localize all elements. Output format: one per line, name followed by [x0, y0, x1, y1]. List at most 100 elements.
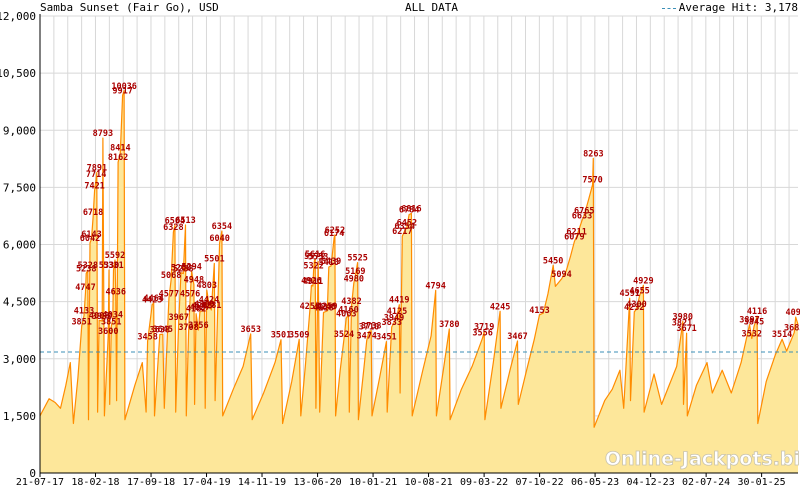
peak-label: 5330 — [99, 261, 119, 271]
peak-label: 5094 — [551, 270, 571, 280]
chart-title: Samba Sunset (Fair Go), USD — [40, 1, 219, 14]
peak-label: 4636 — [106, 287, 126, 297]
y-tick-label: 6,000 — [3, 239, 36, 252]
peak-label: 5501 — [204, 255, 224, 265]
peak-label: 5322 — [303, 261, 323, 271]
peak-label: 3514 — [772, 330, 792, 340]
peak-label: 5525 — [347, 254, 367, 264]
peak-label: 4227 — [190, 303, 210, 313]
peak-label: 4300 — [626, 300, 646, 310]
peak-label: 3474 — [356, 332, 376, 342]
peak-label: 4423 — [142, 296, 162, 306]
peak-label: 4980 — [344, 274, 364, 284]
peak-label: 7714 — [86, 170, 106, 180]
peak-label: 3710 — [359, 323, 379, 333]
peak-label: 3458 — [137, 332, 157, 342]
peak-label: 5294 — [181, 262, 201, 272]
peak-label: 3671 — [676, 324, 696, 334]
peak-label: 6040 — [209, 234, 229, 244]
peak-label: 6513 — [175, 216, 195, 226]
average-legend-dash — [661, 7, 676, 9]
peak-label: 3851 — [71, 317, 91, 327]
peak-label: 3532 — [742, 329, 762, 339]
peak-label: 3600 — [98, 327, 118, 337]
peak-label: 4153 — [529, 306, 549, 316]
x-tick-label: 30-01-25 — [738, 477, 786, 488]
peak-label: 3990 — [92, 312, 112, 322]
peak-label: 5331 — [103, 261, 123, 271]
peak-label: 6633 — [572, 211, 592, 221]
peak-label: 6784 — [399, 206, 419, 216]
peak-label: 4794 — [425, 281, 445, 291]
peak-label: 3556 — [472, 329, 492, 339]
x-tick-label: 14-11-19 — [238, 477, 286, 488]
x-tick-label: 07-10-22 — [516, 477, 564, 488]
y-tick-label: 7,500 — [3, 181, 36, 194]
peak-label: 4591 — [619, 289, 639, 299]
x-tick-label: 13-06-20 — [293, 477, 341, 488]
peak-label: 4240 — [316, 303, 336, 313]
peak-label: 8162 — [108, 153, 128, 163]
peak-label: 6143 — [81, 230, 101, 240]
peak-label: 3467 — [507, 332, 527, 342]
peak-label: 6217 — [392, 227, 412, 237]
chart-subtitle: ALL DATA — [405, 1, 458, 14]
peak-labels: 3851413347475238532860426143671874217714… — [71, 82, 800, 343]
peak-label: 7570 — [582, 176, 602, 186]
x-tick-label: 09-03-22 — [460, 477, 508, 488]
average-legend: Average Hit: 3,178 — [661, 1, 798, 14]
series-line — [39, 90, 799, 428]
peak-label: 4160 — [338, 306, 358, 316]
peak-label: 4281 — [201, 301, 221, 311]
peak-label: 3780 — [439, 320, 459, 330]
peak-label: 3645 — [153, 325, 173, 335]
peak-label: 4803 — [197, 281, 217, 291]
peak-label: 5592 — [105, 251, 125, 261]
peak-label: 3980 — [673, 312, 693, 322]
x-tick-label: 17-04-19 — [182, 477, 230, 488]
peak-label: 3708 — [178, 323, 198, 333]
peak-label: 4034 — [103, 310, 123, 320]
peak-label: 6174 — [324, 229, 344, 239]
peak-label: 4576 — [180, 290, 200, 300]
peak-label: 8263 — [583, 149, 603, 159]
peak-label: 5616 — [305, 250, 325, 260]
peak-label: 3897 — [739, 316, 759, 326]
series-area — [39, 90, 799, 474]
peak-label: 4232 — [624, 303, 644, 313]
peak-label: 4300 — [194, 300, 214, 310]
x-tick-label: 21-07-17 — [16, 477, 64, 488]
peak-label: 4245 — [490, 302, 510, 312]
peak-label: 5553 — [308, 253, 328, 263]
peak-label: 3685 — [784, 324, 800, 334]
y-tick-label: 10,500 — [0, 67, 36, 80]
x-tick-label: 18-02-18 — [71, 477, 119, 488]
series-area-fill — [40, 90, 798, 474]
peak-label: 4094 — [785, 308, 800, 318]
y-tick-label: 3,000 — [3, 353, 36, 366]
peak-label: 4926 — [301, 276, 321, 286]
peak-label: 3501 — [271, 331, 291, 341]
x-tick-label: 17-09-18 — [127, 477, 175, 488]
peak-label: 4182 — [186, 305, 206, 315]
peak-label: 3509 — [289, 330, 309, 340]
peak-label: 3451 — [376, 333, 396, 343]
axes: 0 1,500 3,000 4,500 6,000 7,500 9,000 10,500 12,… — [0, 10, 798, 488]
peak-label: 6252 — [325, 226, 345, 236]
peak-label: 5169 — [345, 267, 365, 277]
x-tick-label: 06-05-23 — [571, 477, 619, 488]
peak-label: 3524 — [334, 330, 354, 340]
peak-label: 6765 — [574, 206, 594, 216]
y-tick-label: 4,500 — [3, 296, 36, 309]
x-tick-label: 10-08-21 — [404, 477, 452, 488]
peak-label: 5450 — [543, 256, 563, 266]
peak-label: 7891 — [87, 163, 107, 173]
peak-label: 4218 — [313, 303, 333, 313]
peak-label: 6042 — [80, 234, 100, 244]
peak-label: 3638 — [150, 325, 170, 335]
peak-label: 6211 — [566, 227, 586, 237]
peak-label: 3949 — [384, 314, 404, 324]
peak-label: 6354 — [212, 222, 232, 232]
peak-label: 5439 — [321, 257, 341, 267]
